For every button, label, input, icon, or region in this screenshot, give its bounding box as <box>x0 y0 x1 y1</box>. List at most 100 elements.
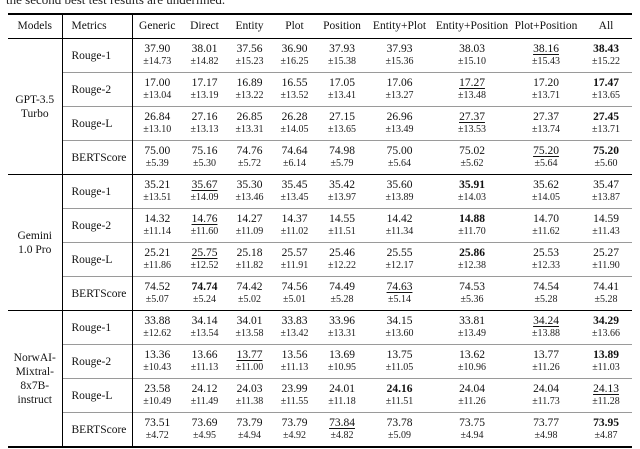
score-cell: 73.77 ±4.98 <box>512 412 580 447</box>
score-value: 17.05 <box>329 77 355 89</box>
score-value: 74.63 <box>386 281 413 293</box>
score-std: ±5.79 <box>330 158 354 169</box>
score-value: 75.20 <box>533 145 559 157</box>
metric-label: Rouge-L <box>62 106 133 141</box>
score-value: 34.15 <box>386 315 413 327</box>
score-std: ±11.09 <box>235 226 264 237</box>
metric-label: BERTScore <box>62 412 133 447</box>
score-value: 73.69 <box>191 417 218 429</box>
score-cell: 74.64 ±6.14 <box>272 140 317 175</box>
score-cell: 24.04 ±11.73 <box>512 378 580 413</box>
score-value: 24.16 <box>386 383 413 395</box>
score-cell: 14.42 ±11.34 <box>367 208 432 243</box>
model-name-line: Turbo <box>20 107 49 120</box>
score-value: 38.03 <box>459 43 485 55</box>
score-value: 16.89 <box>236 77 263 89</box>
score-cell: 38.43 ±15.22 <box>580 39 632 73</box>
score-std: ±12.22 <box>328 260 356 271</box>
score-std: ±5.01 <box>283 294 306 305</box>
score-cell: 17.00 ±13.04 <box>132 72 182 107</box>
score-std: ±15.36 <box>385 56 414 67</box>
score-value: 14.88 <box>459 213 485 225</box>
column-header-plot: Plot <box>272 14 317 39</box>
score-cell: 38.03 ±15.10 <box>432 39 512 73</box>
score-cell: 73.51 ±4.72 <box>132 412 182 447</box>
score-value: 13.66 <box>191 349 218 361</box>
score-value: 75.16 <box>191 145 218 157</box>
score-cell: 17.20 ±13.71 <box>512 72 580 107</box>
column-header-models: Models <box>8 14 63 39</box>
score-std: ±13.13 <box>190 124 219 135</box>
metric-label: Rouge-2 <box>62 208 133 243</box>
score-std: ±11.86 <box>143 260 172 271</box>
score-cell: 73.69 ±4.95 <box>182 412 227 447</box>
score-cell: 74.56 ±5.01 <box>272 276 317 311</box>
score-value: 24.03 <box>236 383 263 395</box>
score-std: ±11.13 <box>280 362 309 373</box>
column-header-position: Position <box>317 14 367 39</box>
score-std: ±13.66 <box>592 328 620 339</box>
score-cell: 13.66 ±11.13 <box>182 344 227 379</box>
score-cell: 14.32 ±11.14 <box>132 208 182 243</box>
model-name-line: GPT-3.5 <box>15 93 55 106</box>
score-cell: 27.37 ±13.74 <box>512 106 580 141</box>
score-cell: 34.29 ±13.66 <box>580 310 632 345</box>
score-std: ±11.70 <box>458 226 486 237</box>
score-std: ±4.92 <box>283 430 306 441</box>
score-cell: 27.37 ±13.53 <box>432 106 512 141</box>
score-cell: 13.75 ±11.05 <box>367 344 432 379</box>
score-cell: 75.16 ±5.30 <box>182 140 227 175</box>
score-value: 34.01 <box>236 315 263 327</box>
score-value: 24.01 <box>329 383 355 395</box>
score-std: ±11.18 <box>328 396 356 407</box>
model-name-line: Mixtral- <box>15 365 54 378</box>
score-std: ±13.48 <box>458 90 486 101</box>
score-value: 27.45 <box>593 111 619 123</box>
score-cell: 74.49 ±5.28 <box>317 276 367 311</box>
score-std: ±11.26 <box>532 362 560 373</box>
score-cell: 35.47 ±13.87 <box>580 174 632 209</box>
score-std: ±11.51 <box>385 396 414 407</box>
score-cell: 37.56 ±15.23 <box>227 39 272 73</box>
score-value: 37.90 <box>144 43 171 55</box>
score-cell: 13.89 ±11.03 <box>580 344 632 379</box>
score-std: ±13.97 <box>328 192 356 203</box>
score-value: 25.18 <box>236 247 263 259</box>
score-cell: 74.52 ±5.07 <box>132 276 182 311</box>
score-value: 25.55 <box>386 247 413 259</box>
table-row: GPT-3.5 Turbo Rouge-1 37.90 ±14.73 38.01 ±14.8… <box>8 38 632 175</box>
score-std: ±13.87 <box>592 192 620 203</box>
score-std: ±5.24 <box>193 294 216 305</box>
score-value: 38.16 <box>533 43 559 55</box>
score-cell: 37.93 ±15.36 <box>367 39 432 73</box>
score-std: ±5.64 <box>534 158 558 169</box>
column-header-direct: Direct <box>182 14 227 39</box>
score-std: ±11.05 <box>385 362 414 373</box>
score-cell: 17.05 ±13.41 <box>317 72 367 107</box>
score-value: 17.17 <box>191 77 218 89</box>
score-value: 73.95 <box>593 417 619 429</box>
results-table: Models Metrics Generic Direct Entity Plot Posi… <box>8 13 632 448</box>
score-value: 13.75 <box>386 349 413 361</box>
score-std: ±15.43 <box>532 56 560 67</box>
model-name: NorwAI- Mixtral- 8x7B-instruct <box>8 310 63 447</box>
score-value: 17.47 <box>593 77 619 89</box>
table-row: Rouge-L 26.84 ±13.10 27.16 ±13.13 26.85 ±13.31… <box>8 106 632 141</box>
score-cell: 37.90 ±14.73 <box>132 39 182 73</box>
score-value: 24.12 <box>191 383 218 395</box>
score-std: ±10.95 <box>328 362 356 373</box>
score-std: ±13.46 <box>235 192 264 203</box>
score-cell: 17.06 ±13.27 <box>367 72 432 107</box>
score-std: ±11.60 <box>190 226 219 237</box>
score-std: ±11.38 <box>235 396 264 407</box>
metric-label: Rouge-L <box>62 242 133 277</box>
score-value: 74.53 <box>459 281 485 293</box>
score-value: 34.14 <box>191 315 218 327</box>
score-std: ±6.14 <box>283 158 306 169</box>
score-cell: 27.45 ±13.71 <box>580 106 632 141</box>
score-cell: 23.99 ±11.55 <box>272 378 317 413</box>
score-value: 25.21 <box>144 247 171 259</box>
score-value: 13.69 <box>329 349 355 361</box>
score-cell: 26.85 ±13.31 <box>227 106 272 141</box>
